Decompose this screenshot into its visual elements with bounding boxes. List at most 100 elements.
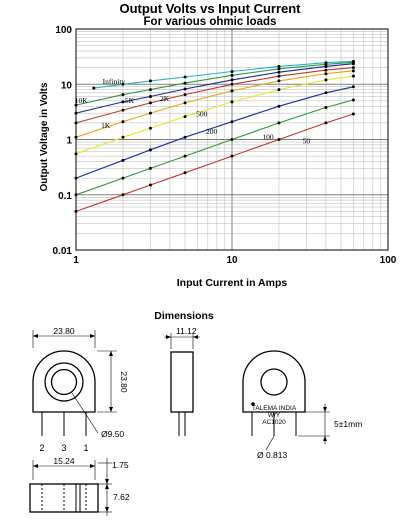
curve-label: Infinity (103, 77, 126, 86)
curve-label: 100 (262, 133, 274, 142)
x-tick-label: 1 (73, 255, 79, 266)
data-point (230, 100, 234, 104)
data-point (324, 62, 328, 66)
data-point (183, 93, 187, 97)
data-point (121, 108, 125, 112)
data-point (230, 138, 234, 141)
curve-label: 10K (75, 96, 89, 105)
device-marking-line1: TALEMA INDIA (252, 405, 297, 412)
data-point (324, 105, 328, 109)
data-point (277, 138, 281, 141)
data-point (277, 88, 281, 92)
data-point (277, 74, 281, 78)
data-point (351, 74, 355, 78)
data-point (183, 81, 187, 85)
data-point (277, 70, 281, 74)
data-point (351, 112, 355, 116)
chart-subtitle: For various ohmic loads (144, 16, 277, 28)
data-point (148, 95, 152, 99)
series-line-2 (75, 63, 354, 114)
data-point (148, 79, 152, 83)
height-dimension: 23.80 (119, 371, 129, 393)
pin-label-3: 3 (61, 443, 66, 453)
data-point (148, 148, 152, 152)
x-tick-label: 100 (380, 255, 397, 266)
data-point (121, 82, 125, 86)
data-point (277, 79, 281, 83)
data-point (121, 176, 125, 180)
y-tick-label: 100 (55, 25, 72, 36)
front-view (32, 330, 117, 436)
data-point (324, 68, 328, 72)
y-axis-label: Output Voltage in Volts (39, 82, 50, 192)
dimensions-heading: Dimensions (154, 310, 214, 322)
y-tick-labels: 100 10 1 0.1 0.01 (53, 25, 73, 257)
series-line-3 (75, 67, 354, 124)
data-point (230, 154, 234, 158)
bottom-view (242, 350, 330, 451)
curve-label: 2K (160, 94, 170, 103)
x-axis-label: Input Current in Amps (177, 277, 288, 289)
data-point (148, 101, 152, 105)
series-line-1 (75, 61, 354, 106)
data-point (183, 135, 187, 139)
pin-span-dimension: 15.24 (53, 456, 75, 466)
series-line-7 (75, 99, 354, 196)
data-point (277, 64, 281, 68)
pin-label-1: 1 (83, 443, 88, 453)
x-tick-label: 10 (226, 255, 238, 266)
data-point (121, 193, 125, 197)
y-tick-label: 10 (61, 80, 73, 91)
pin-length-dimension: 5±1mm (334, 419, 362, 429)
hole-diameter: Ø9.50 (101, 429, 124, 439)
data-point (121, 135, 125, 139)
pin-offset-dimension: 1.75 (112, 460, 129, 470)
pin-row-dimension: 7.62 (113, 492, 130, 502)
data-point (148, 183, 152, 187)
curve-label: 50 (303, 136, 311, 145)
data-point (183, 101, 187, 105)
data-point (324, 72, 328, 76)
curve-label: 5K (125, 96, 135, 105)
data-point (183, 75, 187, 79)
data-point (230, 78, 234, 82)
device-marking-line2: W/Y (268, 412, 281, 419)
data-point (230, 120, 234, 124)
data-point (183, 154, 187, 158)
data-point (92, 86, 96, 90)
data-point (121, 93, 125, 97)
series-line-0 (93, 60, 354, 89)
series-line-6 (75, 86, 354, 179)
data-point (351, 85, 355, 89)
data-point (351, 69, 355, 73)
curve-labels: Infinity 10K 5K 2K 1K 500 200 100 50 (75, 77, 311, 146)
data-point (148, 88, 152, 92)
data-point (121, 100, 125, 104)
data-point (324, 78, 328, 82)
data-point (230, 73, 234, 77)
lower-view (29, 458, 112, 516)
x-tick-labels: 1 10 100 (73, 255, 397, 266)
curve-label: 1K (101, 121, 111, 130)
pin-label-2: 2 (39, 443, 44, 453)
data-point (277, 67, 281, 71)
side-view (164, 333, 200, 436)
data-point (230, 70, 234, 74)
curve-label: 500 (196, 110, 208, 119)
data-point (324, 121, 328, 125)
data-point (183, 171, 187, 175)
data-point (277, 104, 281, 108)
curve-label: 200 (206, 127, 218, 136)
data-point (277, 121, 281, 125)
data-point (183, 87, 187, 91)
data-point (148, 166, 152, 170)
data-point (121, 158, 125, 162)
y-tick-label: 0.01 (53, 246, 73, 257)
y-tick-label: 1 (66, 136, 72, 147)
data-point (230, 89, 234, 93)
data-point (324, 91, 328, 95)
data-point (324, 64, 328, 68)
data-point (121, 120, 125, 124)
series-line-5 (75, 75, 354, 155)
